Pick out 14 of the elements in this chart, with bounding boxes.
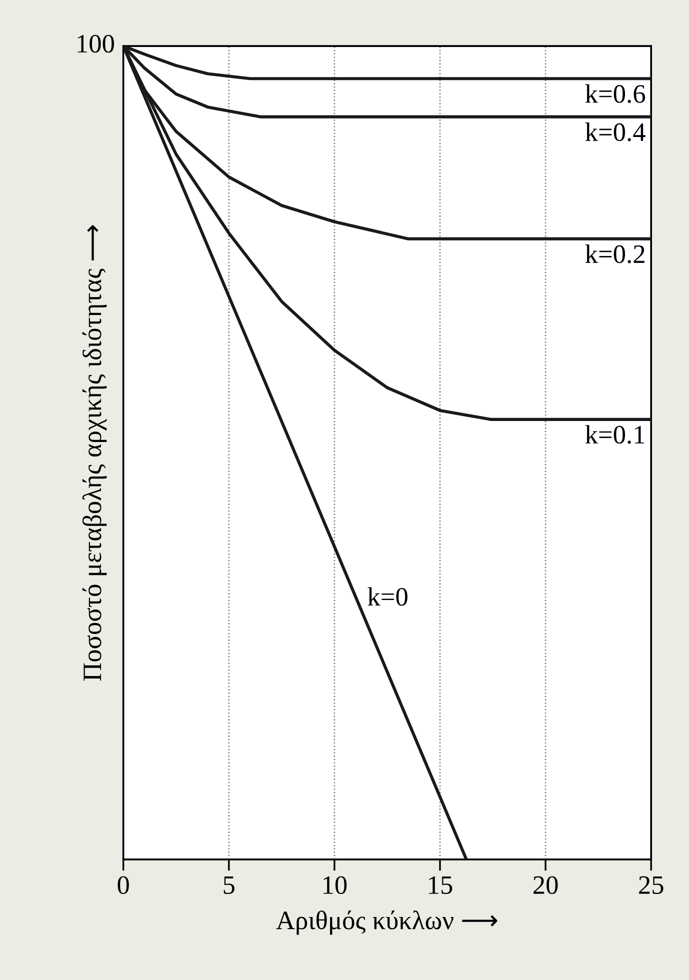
- x-axis-title: Αριθμός κύκλων ⟶: [276, 910, 498, 935]
- series-label: k=0: [368, 587, 408, 606]
- annotation: 100: [78, 34, 114, 53]
- x-tick-label: 10: [324, 876, 347, 894]
- x-tick-label: 25: [639, 876, 664, 894]
- x-tick-label: 20: [534, 876, 558, 894]
- series-label: k=0.1: [585, 425, 644, 444]
- x-tick-label: 0: [118, 876, 129, 894]
- y-axis-title: Ποσοστό μεταβολής αρχικής ιδιότητας ⟶: [82, 225, 107, 681]
- x-tick-label: 15: [429, 876, 452, 894]
- x-tick-label: 5: [224, 876, 234, 894]
- series-label: k=0.2: [585, 244, 644, 264]
- series-label: k=0.4: [585, 122, 646, 142]
- series-label: k=0.6: [585, 84, 646, 103]
